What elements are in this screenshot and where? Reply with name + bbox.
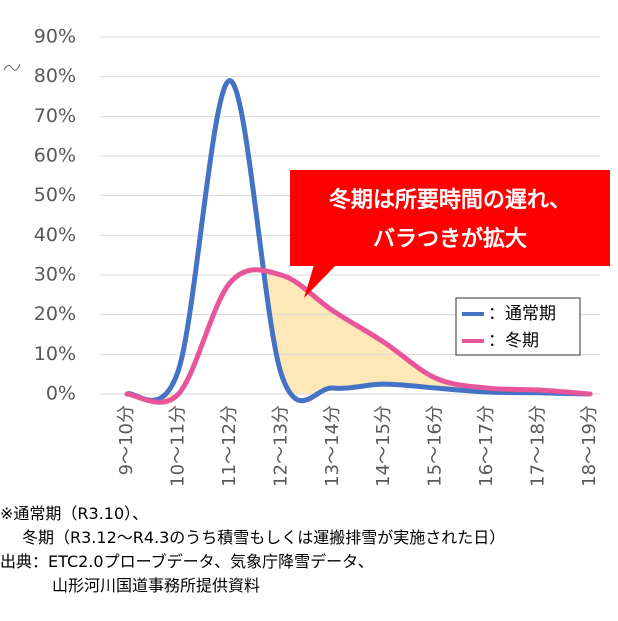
legend-label: ：冬期 (488, 331, 539, 351)
y-tick-label: 40% (34, 224, 76, 246)
note: ※通常期（R3.10）、 (0, 504, 148, 523)
y-tick-label: 90% (34, 26, 76, 48)
legend-box (455, 297, 581, 356)
annotation-text: バラつきが拡大 (373, 226, 527, 252)
y-tick-label: 0% (46, 383, 76, 405)
y-tick-label: 30% (34, 264, 76, 286)
note: 出典：ETC2.0プローブデータ、気象庁降雪データ、 (0, 552, 374, 571)
x-tick-label: 10～11分 (167, 405, 188, 487)
legend-label: ：通常期 (488, 304, 556, 324)
annotation-text: 冬期は所要時間の遅れ、 (329, 187, 571, 213)
x-tick-label: 16～17分 (476, 405, 497, 487)
area-fill (127, 80, 590, 401)
x-tick-label: 15～16分 (425, 405, 446, 487)
x-tick-label: 11～12分 (219, 405, 240, 487)
note: 冬期（R3.12～R4.3のうち積雪もしくは運搬排雪が実施された日） (22, 528, 505, 547)
x-tick-label: 12～13分 (270, 405, 291, 487)
x-tick-label: 9～10分 (116, 405, 137, 475)
note: 山形河川国道事務所提供資料 (52, 576, 260, 595)
line-series (124, 267, 593, 405)
y-tick-label: 80% (34, 65, 76, 87)
annotation-tail (304, 265, 336, 298)
annotation-box (290, 170, 610, 266)
line-series (124, 78, 593, 404)
decoration (3, 63, 21, 71)
y-tick-label: 70% (34, 105, 76, 127)
annotation: 冬期は所要時間の遅れ、 バラつきが拡大 (290, 170, 610, 298)
x-tick-label: 18～19分 (579, 405, 600, 487)
x-tick-label: 13～14分 (322, 405, 343, 487)
x-tick-label: 14～15分 (373, 405, 394, 487)
y-tick-label: 60% (34, 145, 76, 167)
legend: ：通常期 ：冬期 (455, 297, 581, 356)
y-tick-label: 50% (34, 184, 76, 206)
x-tick-label: 17～18分 (528, 405, 549, 487)
y-tick-label: 10% (34, 343, 76, 365)
y-tick-label: 20% (34, 303, 76, 325)
